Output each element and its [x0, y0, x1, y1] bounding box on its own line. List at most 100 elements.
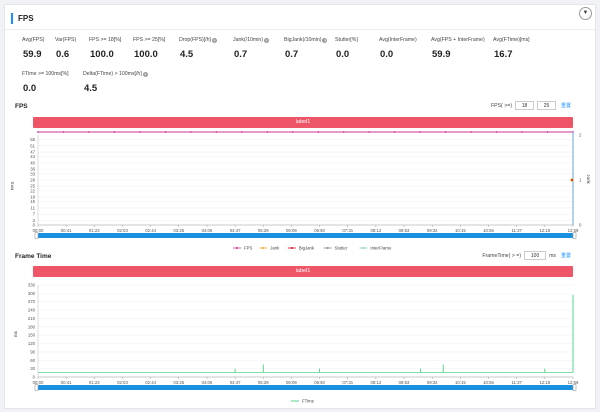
stat-value: 16.7 — [494, 49, 513, 60]
y-tick-label: 22 — [30, 188, 35, 193]
stat-label-text: Jank(/10min) — [233, 37, 263, 43]
fps-threshold-input-2[interactable] — [536, 101, 556, 110]
y-tick-label: 29 — [30, 178, 35, 183]
stat-value: 59.9 — [23, 49, 42, 60]
y2-axis-label: Jank — [586, 174, 591, 184]
y-tick-label: 0 — [33, 375, 36, 380]
stat-1-2: FPS >= 18[%] 100.0 — [89, 37, 121, 60]
y-tick-label: 7 — [33, 212, 36, 217]
ftime-label-bar[interactable]: label1 — [33, 266, 573, 277]
stat-2-1: Delta(FTime) > 100ms[/h]? 4.5 — [83, 71, 148, 94]
fps-point — [317, 131, 320, 133]
fps-point — [444, 131, 447, 133]
chevron-down-icon[interactable]: ▼ — [579, 7, 592, 20]
ftime-threshold-label: FrameTime( > =) — [482, 252, 522, 259]
stat-value: 100.0 — [134, 49, 158, 60]
x-tick-label: 00:00 — [33, 228, 44, 233]
fps-point — [113, 131, 116, 133]
x-tick-label: 06:09 — [286, 380, 297, 385]
legend-label: InterFrame — [370, 246, 392, 251]
stat-label: Jank(/10min)? — [233, 37, 269, 43]
ftime-threshold-input[interactable] — [524, 251, 547, 260]
legend-label: BigJank — [299, 246, 315, 251]
y-tick-label: 40 — [30, 160, 35, 165]
x-tick-label: 02:44 — [145, 228, 156, 233]
y-tick-label: 150 — [28, 333, 36, 338]
x-tick-label: 05:28 — [258, 228, 269, 233]
stat-label-text: Avg(FTime)[ms] — [493, 37, 530, 43]
zoom-handle-right — [572, 384, 577, 391]
help-icon[interactable]: ? — [142, 71, 148, 77]
x-tick-label: 07:31 — [342, 380, 353, 385]
stat-label: Avg(FPS) — [22, 37, 44, 43]
help-icon[interactable]: ? — [263, 37, 269, 43]
stat-label: Avg(FPS + InterFrame) — [431, 37, 485, 43]
legend-marker — [326, 247, 329, 249]
zoom-handle-right — [572, 232, 577, 239]
y-tick-label: 270 — [28, 299, 36, 304]
bigjank-marker — [571, 179, 573, 181]
zoom-slider — [38, 385, 573, 390]
stat-value: 4.5 — [84, 83, 98, 94]
stat-label-text: Avg(InterFrame) — [379, 37, 417, 43]
help-icon[interactable]: ? — [212, 37, 217, 43]
stat-1-0: Avg(FPS) 59.9 — [22, 37, 44, 60]
zoom-handle-left — [34, 232, 39, 239]
panel-title: FPS — [18, 13, 34, 23]
stat-value: 0.0 — [23, 83, 37, 94]
y-tick-label: 15 — [30, 199, 35, 204]
x-tick-label: 07:31 — [342, 228, 353, 233]
x-tick-label: 00:41 — [61, 228, 72, 233]
ftime-chart: 0 30 60 90 120 150 180 210 240 270 300 330 00:00 00:4… — [13, 283, 579, 404]
fps-point — [215, 131, 218, 133]
x-tick-label: 10:15 — [455, 228, 466, 233]
fps-threshold-controls: FPS( >=) 重置 — [491, 101, 571, 110]
ftime-unit: ms — [549, 252, 556, 259]
ftime-reset-button[interactable]: 重置 — [560, 253, 571, 259]
stat-label: FPS >= 18[%] — [89, 37, 121, 43]
fps-point — [419, 131, 422, 133]
fps-point — [139, 131, 141, 133]
fps-point — [342, 131, 345, 133]
x-tick-label: 08:53 — [399, 228, 410, 233]
x-tick-label: 09:34 — [427, 380, 438, 385]
stat-1-7: Stutter[%] 0.0 — [335, 37, 358, 60]
x-tick-label: 10:15 — [455, 380, 466, 385]
y-tick-label: 240 — [28, 308, 36, 313]
legend-label: FPS — [244, 246, 252, 251]
fps-label-bar[interactable]: label1 — [33, 117, 573, 128]
stat-2-0: FTime >= 100ms[%] 0.0 — [22, 71, 69, 94]
stat-1-3: FPS >= 25[%] 100.0 — [133, 37, 165, 60]
fps-point — [240, 131, 243, 133]
stat-label: Var(FPS) — [55, 37, 76, 43]
y-tick-label: 36 — [30, 167, 35, 172]
header-divider — [5, 29, 595, 30]
x-tick-label: 08:53 — [399, 380, 410, 385]
zoom-slider — [38, 233, 573, 238]
x-tick-label: 01:22 — [89, 228, 100, 233]
x-tick-label: 05:28 — [258, 380, 269, 385]
fps-point — [368, 131, 371, 133]
fps-reset-button[interactable]: 重置 — [560, 103, 571, 109]
stat-label-text: FPS >= 25[%] — [133, 37, 166, 43]
x-tick-label: 12:18 — [539, 228, 550, 233]
fps-threshold-input-1[interactable] — [514, 101, 534, 110]
y-tick-label: 330 — [28, 283, 36, 288]
y2-tick-label: 2 — [579, 133, 582, 138]
y-tick-label: 0 — [33, 223, 36, 228]
fps-threshold-label: FPS( >=) — [490, 102, 512, 109]
legend-label: FTime — [302, 399, 315, 404]
help-icon[interactable]: ? — [322, 37, 328, 43]
stat-label: BigJank(/10min)? — [284, 37, 328, 43]
stat-1-10: Avg(FTime)[ms] 16.7 — [493, 37, 530, 60]
x-tick-label: 00:00 — [33, 380, 44, 385]
y-tick-label: 55 — [30, 137, 35, 142]
legend-marker — [362, 247, 365, 249]
x-tick-label: 08:12 — [371, 380, 382, 385]
stat-1-4: Drop(FPS)[/h]? 4.5 — [179, 37, 217, 60]
x-tick-label: 10:56 — [483, 228, 494, 233]
stat-1-1: Var(FPS) 0.6 — [55, 37, 76, 60]
stat-value: 0.0 — [336, 49, 350, 60]
stat-1-8: Avg(InterFrame) 0.0 — [379, 37, 417, 60]
stat-label-text: BigJank(/10min) — [284, 37, 322, 43]
